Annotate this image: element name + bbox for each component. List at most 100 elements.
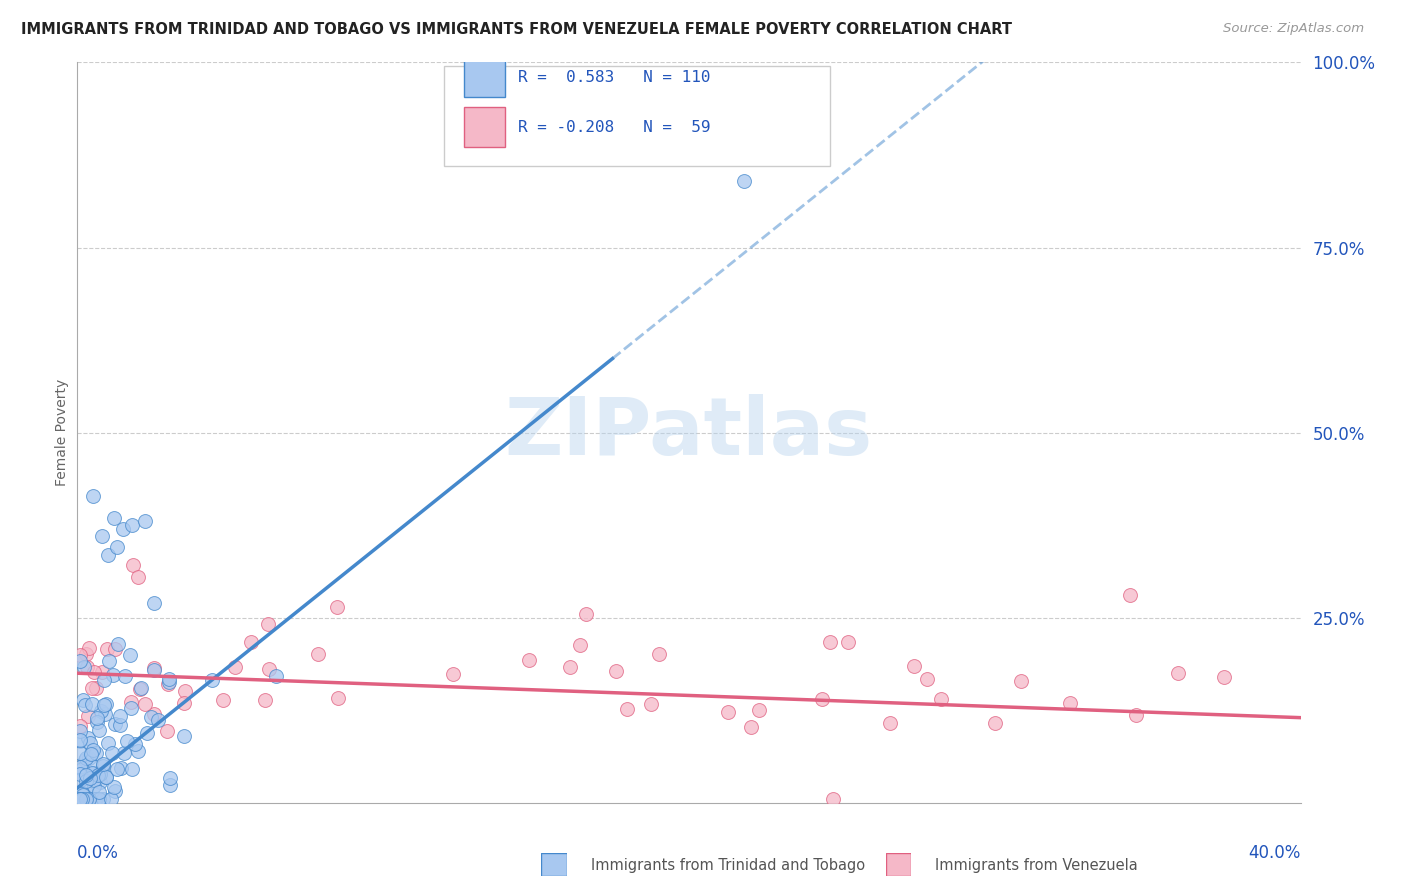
Point [441,666,464,681]
Point [211,693,233,707]
Point [129,682,152,697]
Point [87,723,110,737]
Point [879,716,901,731]
Text: Source: ZipAtlas.com: Source: ZipAtlas.com [1223,22,1364,36]
Point [86,768,108,782]
Point [75,768,97,782]
Point [79,771,101,785]
Point [70,762,93,776]
FancyBboxPatch shape [464,107,506,147]
Point [69,733,91,747]
Text: Immigrants from Venezuela: Immigrants from Venezuela [935,858,1137,872]
Point [93,673,115,687]
Point [84,792,107,806]
Point [984,715,1007,730]
Point [135,726,157,740]
Point [69,767,91,781]
Point [326,599,349,614]
Point [83,665,105,679]
Point [173,684,195,698]
Point [87,792,110,806]
Point [83,772,105,787]
Point [69,792,91,806]
Point [648,647,671,661]
Point [173,696,195,710]
Point [105,763,128,777]
Point [83,779,105,793]
Point [77,641,100,656]
Point [97,736,120,750]
Point [69,654,91,668]
Point [811,691,834,706]
Point [76,660,98,674]
Point [89,767,111,781]
Point [70,786,93,800]
Point [77,792,100,806]
Point [93,759,115,773]
Point [128,570,150,584]
Point [1010,674,1032,689]
Point [821,792,844,806]
Point [101,667,124,681]
Point [105,541,128,555]
Point [75,785,97,799]
Point [575,607,598,622]
Point [114,668,136,682]
Point [118,648,141,662]
Point [96,641,118,656]
Point [100,792,122,806]
Point [86,681,108,696]
Point [91,757,114,772]
Point [94,770,117,784]
Point [159,772,181,786]
Text: Immigrants from Trinidad and Tobago: Immigrants from Trinidad and Tobago [591,858,865,872]
Point [72,789,94,803]
Point [69,734,91,748]
Point [77,709,100,723]
Point [69,792,91,806]
Point [69,792,91,806]
FancyBboxPatch shape [464,57,506,97]
Point [69,759,91,773]
Point [86,747,108,761]
Point [929,692,952,706]
Point [69,785,91,799]
Point [142,596,165,610]
Point [90,704,112,718]
Point [83,792,105,806]
Point [75,773,97,788]
Point [73,660,96,674]
Point [91,792,114,806]
Point [69,719,91,733]
Point [120,701,142,715]
Text: R =  0.583   N = 110: R = 0.583 N = 110 [517,70,710,85]
Point [1118,588,1140,602]
Point [1167,666,1189,681]
Point [103,780,125,794]
Point [127,744,149,758]
Point [79,736,101,750]
Point [134,515,156,529]
Point [110,761,132,775]
Point [89,784,111,798]
Point [77,731,100,745]
Point [82,743,104,757]
Point [157,674,180,689]
Point [837,634,859,648]
Point [69,746,91,760]
Point [79,747,101,761]
Point [156,723,179,738]
Point [91,665,114,679]
Point [70,792,93,806]
Point [90,529,112,543]
Point [143,706,166,721]
Point [1213,670,1236,684]
Point [77,751,100,765]
Point [121,518,143,533]
Point [69,648,91,663]
Text: IMMIGRANTS FROM TRINIDAD AND TOBAGO VS IMMIGRANTS FROM VENEZUELA FEMALE POVERTY : IMMIGRANTS FROM TRINIDAD AND TOBAGO VS I… [21,22,1012,37]
Point [257,662,280,676]
Point [86,711,108,725]
Point [75,647,97,661]
Point [129,681,152,696]
